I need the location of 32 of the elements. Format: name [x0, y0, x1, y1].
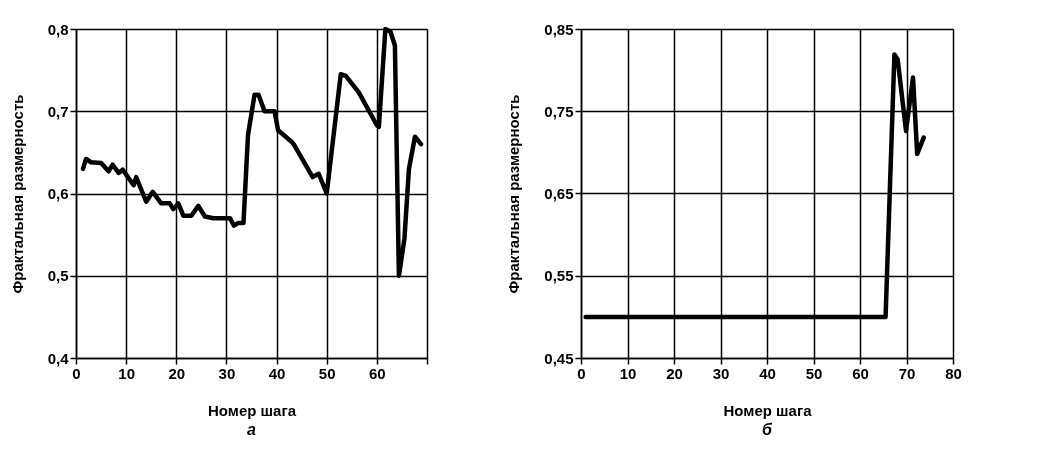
y-tick-label: 0,75: [544, 102, 574, 120]
x-tick-label: 20: [168, 364, 186, 382]
x-tick-label: 40: [268, 364, 286, 382]
x-tick-label: 70: [898, 364, 916, 382]
x-tick-label: 60: [852, 364, 869, 382]
y-tick-label: 0,65: [544, 185, 574, 202]
y-tick-label: 0,7: [47, 102, 69, 120]
x-tick-label: 10: [118, 364, 135, 382]
x-axis-title: Номер шага: [723, 401, 813, 419]
x-axis-title: Номер шага: [207, 401, 297, 419]
x-tick-label: 30: [712, 364, 730, 382]
x-tick-label: 60: [369, 364, 386, 382]
y-tick-label: 0,8: [47, 20, 69, 38]
y-axis-title: Фрактальная размерность: [8, 94, 26, 294]
text: а: [247, 421, 257, 438]
x-tick-label: 50: [805, 364, 823, 382]
y-axis-title: Фрактальная размерность: [505, 94, 523, 294]
x-tick-label: 80: [945, 364, 962, 382]
text: б: [762, 421, 774, 438]
y-tick-label: 0,45: [544, 349, 574, 367]
x-tick-label: 10: [619, 364, 637, 382]
y-tick-label: 0,55: [544, 267, 574, 285]
y-tick-label: 0,6: [47, 185, 69, 202]
x-tick-label: 30: [218, 364, 236, 382]
y-tick-label: 0,85: [544, 20, 574, 38]
y-tick-label: 0,4: [47, 349, 70, 367]
x-tick-label: 40: [759, 364, 776, 382]
y-tick-label: 0,5: [47, 267, 69, 285]
x-tick-label: 0: [72, 364, 81, 382]
x-tick-label: 0: [577, 364, 586, 382]
x-tick-label: 20: [666, 364, 683, 382]
x-tick-label: 50: [318, 364, 336, 382]
